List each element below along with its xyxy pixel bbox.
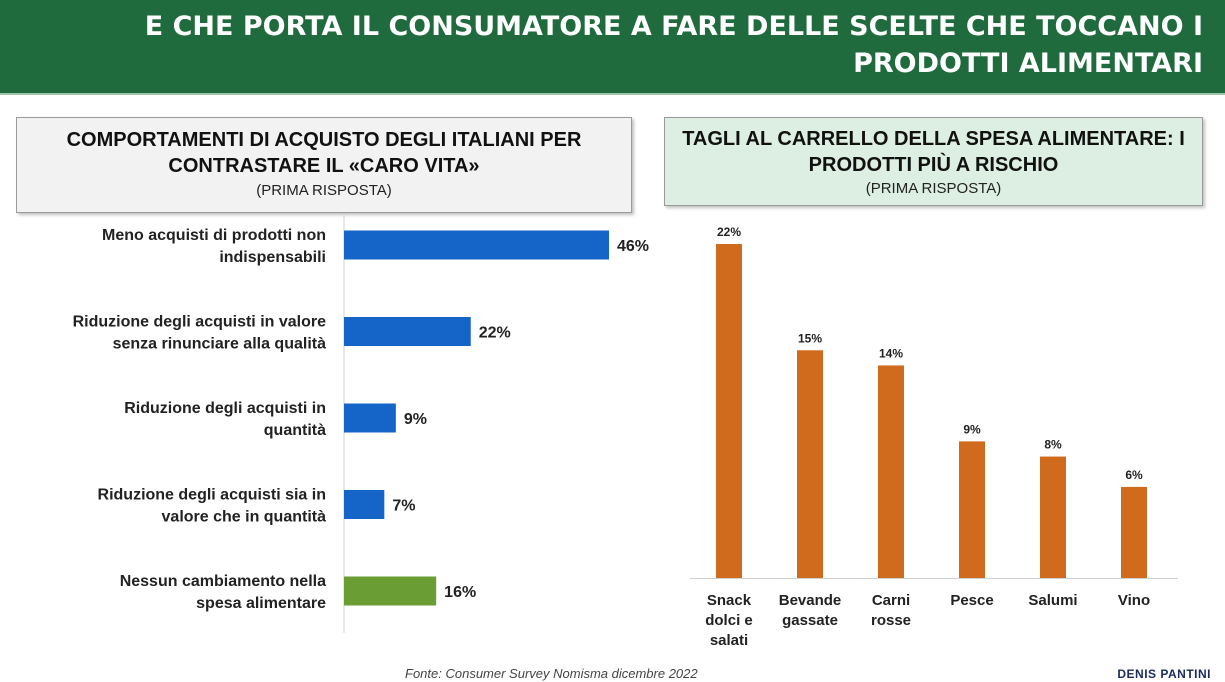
column-category-label-1-line-2: dolci e: [705, 612, 753, 629]
left-chart-title: COMPORTAMENTI DI ACQUISTO DEGLI ITALIANI…: [66, 129, 582, 177]
column-6: [1121, 486, 1147, 578]
left-chart-subtitle: (PRIMA RISPOSTA): [256, 182, 392, 199]
column-category-label-1-line-3: salati: [710, 632, 748, 649]
category-label-2-line-2: senza rinunciare alla qualità: [113, 336, 327, 353]
category-label-2-line-1: Riduzione degli acquisti in valore: [73, 314, 326, 331]
source-note: Fonte: Consumer Survey Nomisma dicembre …: [405, 666, 698, 681]
data-label-3: 9%: [404, 411, 427, 428]
right-chart-subtitle: (PRIMA RISPOSTA): [865, 180, 1002, 197]
bar-4: [344, 490, 385, 519]
column-data-label-2: 15%: [798, 331, 822, 345]
page-title: E CHE PORTA IL CONSUMATORE A FARE DELLE …: [144, 11, 1203, 79]
right-chart-title-box: TAGLI AL CARRELLO DELLA SPESA ALIMENTARE…: [664, 117, 1203, 206]
brand-label: DENIS PANTINI: [1117, 667, 1211, 681]
column-category-label-5-line-1: Salumi: [1028, 592, 1077, 609]
column-5: [1040, 456, 1066, 578]
column-category-label-6-line-1: Vino: [1118, 592, 1150, 609]
column-3: [878, 365, 904, 578]
bar-2: [344, 317, 471, 346]
column-category-label-2-line-1: Bevande: [779, 592, 842, 609]
data-label-1: 46%: [617, 238, 649, 255]
column-data-label-4: 9%: [963, 422, 981, 436]
column-4: [959, 441, 985, 578]
column-2: [797, 350, 823, 578]
bar-5: [344, 576, 437, 606]
column-data-label-1: 22%: [717, 225, 741, 239]
data-label-2: 22%: [479, 325, 511, 342]
category-label-1-line-2: indispensabili: [219, 249, 326, 266]
category-label-4-line-2: valore che in quantità: [162, 509, 327, 526]
column-1: [716, 244, 742, 578]
category-label-3-line-2: quantità: [264, 422, 326, 439]
header-bar: E CHE PORTA IL CONSUMATORE A FARE DELLE …: [0, 0, 1225, 93]
right-chart-title: TAGLI AL CARRELLO DELLA SPESA ALIMENTARE…: [682, 128, 1185, 176]
column-data-label-5: 8%: [1044, 438, 1062, 452]
purchase-behaviour-bar-chart: 46% Meno acquisti di prodotti non indispen…: [73, 215, 649, 633]
column-category-label-3-line-1: Carni: [872, 592, 910, 609]
header-divider: [0, 93, 1225, 95]
cart-cuts-bar-chart: 22% Snack dolci e salati 15% Bevande gassate 14…: [690, 225, 1178, 649]
bar-3: [344, 403, 396, 433]
data-label-4: 7%: [392, 498, 415, 515]
column-data-label-6: 6%: [1125, 468, 1143, 482]
column-category-label-1-line-1: Snack: [707, 592, 752, 609]
category-label-5-line-1: Nessun cambiamento nella: [120, 573, 326, 590]
category-label-1-line-1: Meno acquisti di prodotti non: [102, 227, 326, 244]
bar-1: [344, 230, 609, 260]
column-data-label-3: 14%: [879, 346, 903, 360]
category-label-4-line-1: Riduzione degli acquisti sia in: [98, 487, 326, 504]
column-category-label-3-line-2: rosse: [871, 612, 911, 629]
left-chart-title-box: COMPORTAMENTI DI ACQUISTO DEGLI ITALIANI…: [16, 117, 632, 213]
data-label-5: 16%: [444, 584, 476, 601]
category-label-5-line-2: spesa alimentare: [196, 595, 326, 612]
category-label-3-line-1: Riduzione degli acquisti in: [124, 400, 326, 417]
column-category-label-2-line-2: gassate: [782, 612, 838, 629]
column-category-label-4-line-1: Pesce: [950, 592, 993, 609]
